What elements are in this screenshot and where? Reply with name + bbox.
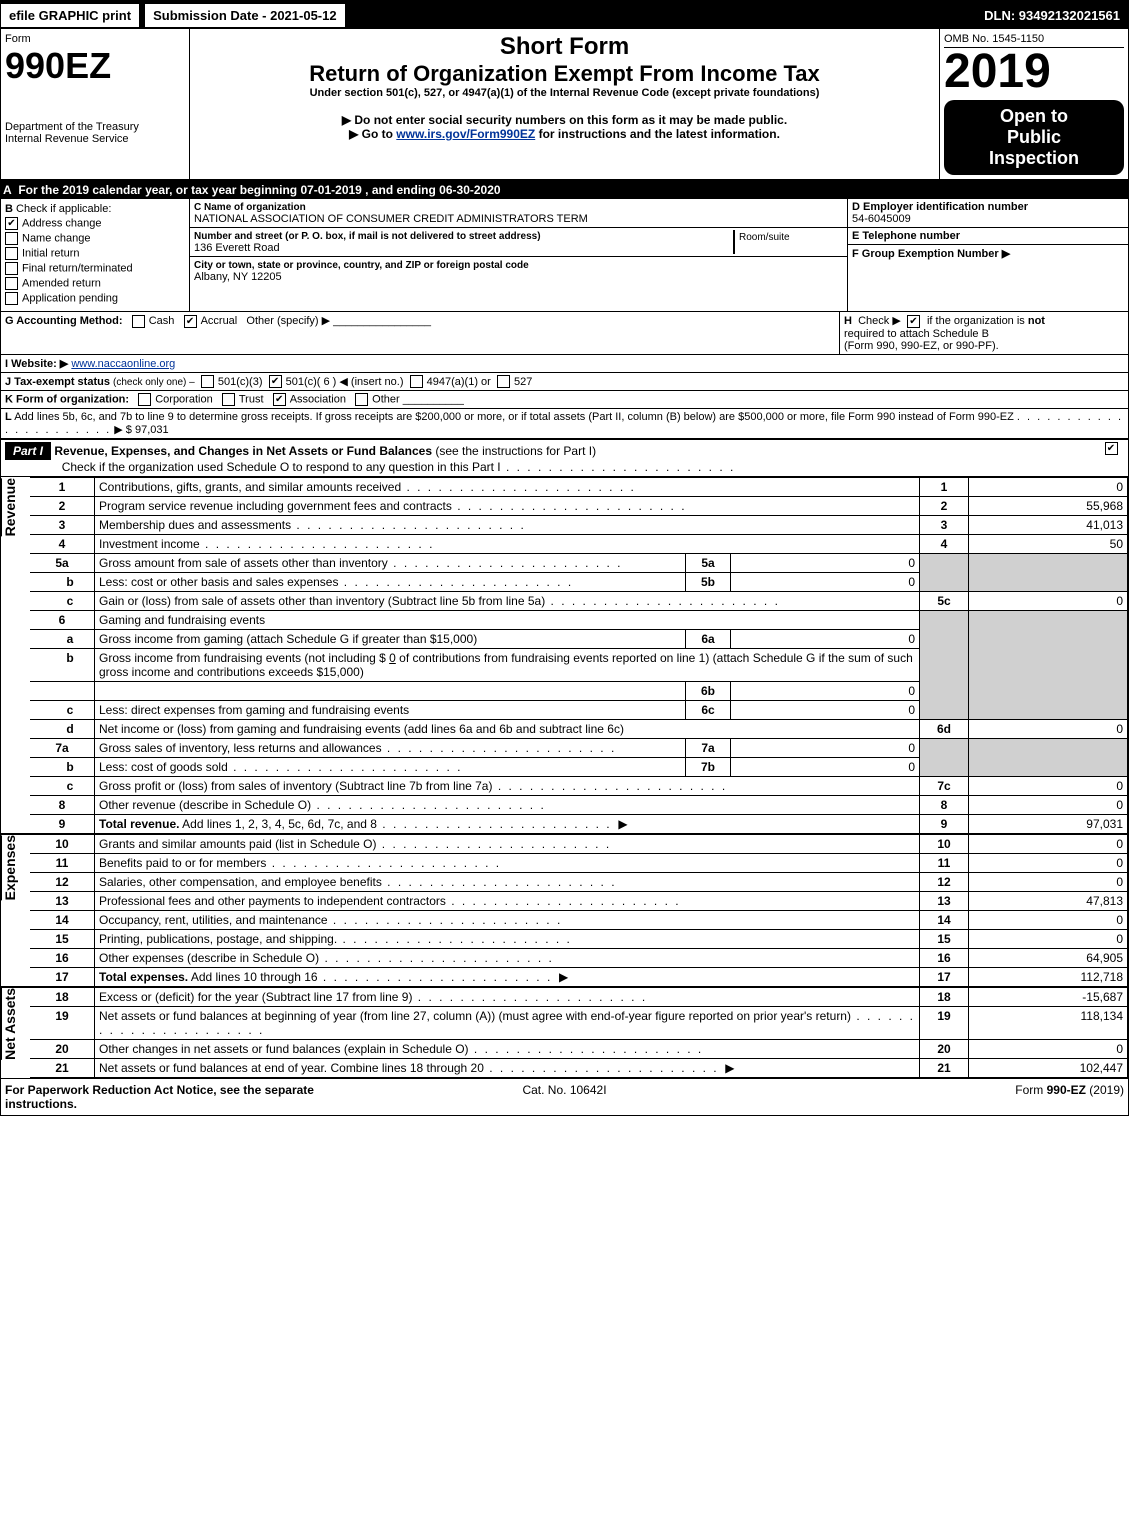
schedule-b-not-required-checkbox[interactable] bbox=[907, 315, 920, 328]
website-link[interactable]: www.naccaonline.org bbox=[71, 358, 175, 370]
527-checkbox[interactable] bbox=[497, 375, 510, 388]
amended-return-checkbox[interactable] bbox=[5, 277, 18, 290]
line-16-value: 64,905 bbox=[969, 949, 1128, 968]
line-4-value: 50 bbox=[969, 535, 1128, 554]
form-number: 990EZ bbox=[5, 45, 185, 87]
dln-number: DLN: 93492132021561 bbox=[984, 8, 1128, 23]
ein-label: D Employer identification number bbox=[852, 201, 1028, 213]
line-18-value: -15,687 bbox=[969, 987, 1128, 1007]
address-change-checkbox[interactable] bbox=[5, 217, 18, 230]
line-20-value: 0 bbox=[969, 1040, 1128, 1059]
line-2-value: 55,968 bbox=[969, 497, 1128, 516]
line-13-value: 47,813 bbox=[969, 892, 1128, 911]
accounting-method-label: G Accounting Method: bbox=[5, 315, 123, 327]
organization-name: NATIONAL ASSOCIATION OF CONSUMER CREDIT … bbox=[194, 213, 588, 225]
paperwork-reduction-notice: For Paperwork Reduction Act Notice, see … bbox=[5, 1083, 378, 1111]
department-treasury: Department of the Treasury Internal Reve… bbox=[5, 121, 185, 145]
gross-receipts-amount: 97,031 bbox=[135, 424, 169, 436]
line-11-value: 0 bbox=[969, 854, 1128, 873]
section-b-label: B bbox=[5, 203, 13, 215]
instructions-link-row: ▶ Go to www.irs.gov/Form990EZ for instru… bbox=[198, 127, 931, 141]
line-1-value: 0 bbox=[969, 478, 1128, 497]
line-6b-value: 0 bbox=[731, 682, 920, 701]
line-5b-value: 0 bbox=[731, 573, 920, 592]
line-8-value: 0 bbox=[969, 796, 1128, 815]
efile-print-button[interactable]: efile GRAPHIC print bbox=[1, 4, 139, 27]
cash-checkbox[interactable] bbox=[132, 315, 145, 328]
initial-return-checkbox[interactable] bbox=[5, 247, 18, 260]
section-a-tax-year: A For the 2019 calendar year, or tax yea… bbox=[1, 181, 1128, 199]
under-section-text: Under section 501(c), 527, or 4947(a)(1)… bbox=[198, 87, 931, 99]
city-state-zip: Albany, NY 12205 bbox=[194, 271, 282, 283]
irs-instructions-link[interactable]: www.irs.gov/Form990EZ bbox=[396, 127, 535, 141]
line-6d-value: 0 bbox=[969, 720, 1128, 739]
revenue-section-label: Revenue bbox=[1, 478, 30, 536]
line-15-value: 0 bbox=[969, 930, 1128, 949]
line-17-value: 112,718 bbox=[969, 968, 1128, 988]
501c-checkbox[interactable] bbox=[269, 375, 282, 388]
tax-year: 2019 bbox=[944, 48, 1124, 96]
net-assets-section-label: Net Assets bbox=[1, 988, 30, 1060]
group-exemption-label: F Group Exemption Number ▶ bbox=[852, 248, 1010, 260]
line-14-value: 0 bbox=[969, 911, 1128, 930]
line-12-value: 0 bbox=[969, 873, 1128, 892]
trust-checkbox[interactable] bbox=[222, 393, 235, 406]
page-footer: For Paperwork Reduction Act Notice, see … bbox=[1, 1078, 1128, 1115]
line-10-value: 0 bbox=[969, 834, 1128, 854]
no-ssn-warning: ▶ Do not enter social security numbers o… bbox=[198, 113, 931, 127]
4947a1-checkbox[interactable] bbox=[410, 375, 423, 388]
final-return-checkbox[interactable] bbox=[5, 262, 18, 275]
line-9-value: 97,031 bbox=[969, 815, 1128, 835]
form-identifier: Form 990-EZ (2019) bbox=[751, 1083, 1124, 1111]
short-form-title: Short Form bbox=[198, 33, 931, 61]
line-7a-value: 0 bbox=[731, 739, 920, 758]
part-i-badge: Part I bbox=[5, 442, 51, 460]
501c3-checkbox[interactable] bbox=[201, 375, 214, 388]
form-header: Form 990EZ Department of the Treasury In… bbox=[1, 29, 1128, 181]
line-3-value: 41,013 bbox=[969, 516, 1128, 535]
street-address: 136 Everett Road bbox=[194, 242, 280, 254]
application-pending-checkbox[interactable] bbox=[5, 292, 18, 305]
association-checkbox[interactable] bbox=[273, 393, 286, 406]
open-to-public-badge: Open to Public Inspection bbox=[944, 100, 1124, 175]
return-title: Return of Organization Exempt From Incom… bbox=[198, 61, 931, 87]
line-5a-value: 0 bbox=[731, 554, 920, 573]
schedule-o-checkbox[interactable] bbox=[1105, 442, 1118, 455]
other-org-checkbox[interactable] bbox=[355, 393, 368, 406]
line-19-value: 118,134 bbox=[969, 1007, 1128, 1040]
accrual-checkbox[interactable] bbox=[184, 315, 197, 328]
line-6c-value: 0 bbox=[731, 701, 920, 720]
entity-block: B Check if applicable: Address change Na… bbox=[1, 199, 1128, 312]
catalog-number: Cat. No. 10642I bbox=[378, 1083, 751, 1111]
expenses-section-label: Expenses bbox=[1, 835, 30, 900]
telephone-label: E Telephone number bbox=[852, 230, 960, 242]
form-label: Form bbox=[5, 33, 185, 45]
line-6a-value: 0 bbox=[731, 630, 920, 649]
line-21-value: 102,447 bbox=[969, 1059, 1128, 1078]
ein-value: 54-6045009 bbox=[852, 213, 911, 225]
line-7b-value: 0 bbox=[731, 758, 920, 777]
line-7c-value: 0 bbox=[969, 777, 1128, 796]
submission-date: Submission Date - 2021-05-12 bbox=[143, 2, 347, 29]
part-i-header-row: Part I Revenue, Expenses, and Changes in… bbox=[1, 440, 1128, 477]
top-bar: efile GRAPHIC print Submission Date - 20… bbox=[1, 1, 1128, 29]
name-change-checkbox[interactable] bbox=[5, 232, 18, 245]
corporation-checkbox[interactable] bbox=[138, 393, 151, 406]
figures-table: Revenue 1 Contributions, gifts, grants, … bbox=[1, 477, 1128, 1078]
line-5c-value: 0 bbox=[969, 592, 1128, 611]
